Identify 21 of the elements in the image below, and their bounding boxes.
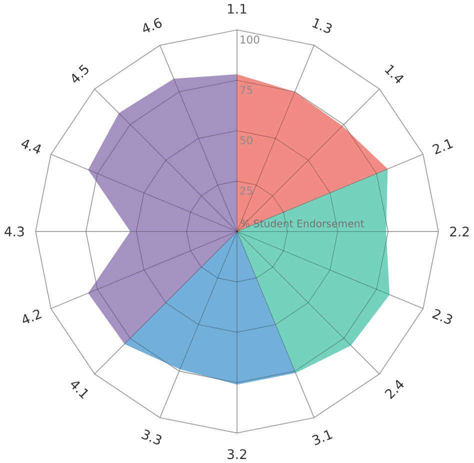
y-tick-label: 50 [240, 136, 252, 144]
y-tick-label: 100 [240, 35, 260, 44]
spoke-label: 2.2 [450, 226, 469, 236]
spoke-label: 4.1 [70, 381, 88, 399]
spoke-label: 4.3 [4, 226, 24, 236]
y-tick-label: 25 [240, 186, 252, 195]
spoke-label: 1.4 [384, 64, 404, 84]
spoke-label: 4.2 [22, 310, 42, 324]
spoke-label: 1.1 [228, 4, 246, 14]
y-tick-label: 75 [240, 86, 252, 94]
spoke-label: 2.3 [432, 309, 452, 324]
spoke-label: 4.4 [21, 140, 41, 154]
spoke-label: 3.3 [141, 429, 162, 444]
spoke-label: 4.5 [72, 64, 88, 83]
spoke-label: 1.3 [312, 18, 332, 33]
spoke-label: 2.1 [432, 139, 454, 154]
spoke-label: 2.4 [384, 380, 404, 400]
text: % Student Endorsement [241, 219, 364, 228]
spoke-label: 3.1 [312, 430, 333, 445]
spoke-label: 3.2 [228, 449, 246, 460]
spoke-label: 4.6 [143, 18, 162, 32]
